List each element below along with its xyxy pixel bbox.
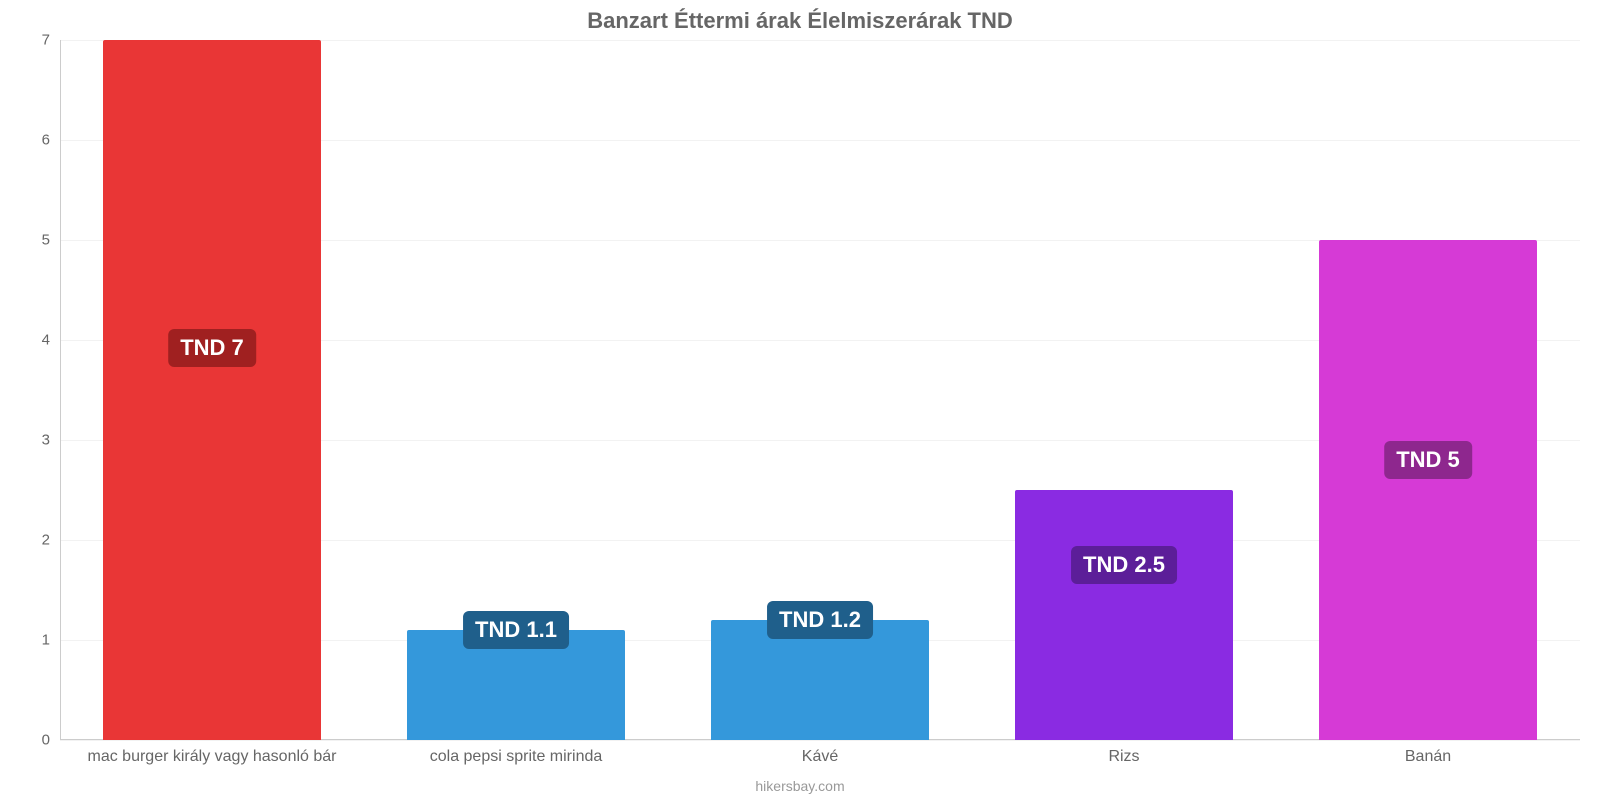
bar (103, 40, 322, 740)
y-axis-line (60, 40, 61, 740)
chart-title: Banzart Éttermi árak Élelmiszerárak TND (0, 8, 1600, 34)
y-tick-label: 0 (42, 732, 50, 749)
x-tick-label: cola pepsi sprite mirinda (430, 748, 603, 766)
plot-area: 01234567mac burger király vagy hasonló b… (60, 40, 1580, 740)
bar (1015, 490, 1234, 740)
value-badge: TND 1.2 (767, 601, 873, 639)
y-tick-label: 5 (42, 232, 50, 249)
value-badge: TND 5 (1384, 441, 1472, 479)
x-tick-label: mac burger király vagy hasonló bár (87, 748, 336, 766)
x-tick-label: Kávé (802, 748, 838, 766)
x-tick-label: Rizs (1108, 748, 1139, 766)
y-tick-label: 6 (42, 132, 50, 149)
bar (1319, 240, 1538, 740)
y-tick-label: 4 (42, 332, 50, 349)
y-tick-label: 1 (42, 632, 50, 649)
y-tick-label: 3 (42, 432, 50, 449)
x-tick-label: Banán (1405, 748, 1451, 766)
value-badge: TND 7 (168, 329, 256, 367)
value-badge: TND 1.1 (463, 611, 569, 649)
value-badge: TND 2.5 (1071, 546, 1177, 584)
bar-chart: Banzart Éttermi árak Élelmiszerárak TND … (0, 0, 1600, 800)
grid-line (60, 740, 1580, 741)
chart-footer: hikersbay.com (0, 778, 1600, 794)
y-tick-label: 2 (42, 532, 50, 549)
y-tick-label: 7 (42, 32, 50, 49)
